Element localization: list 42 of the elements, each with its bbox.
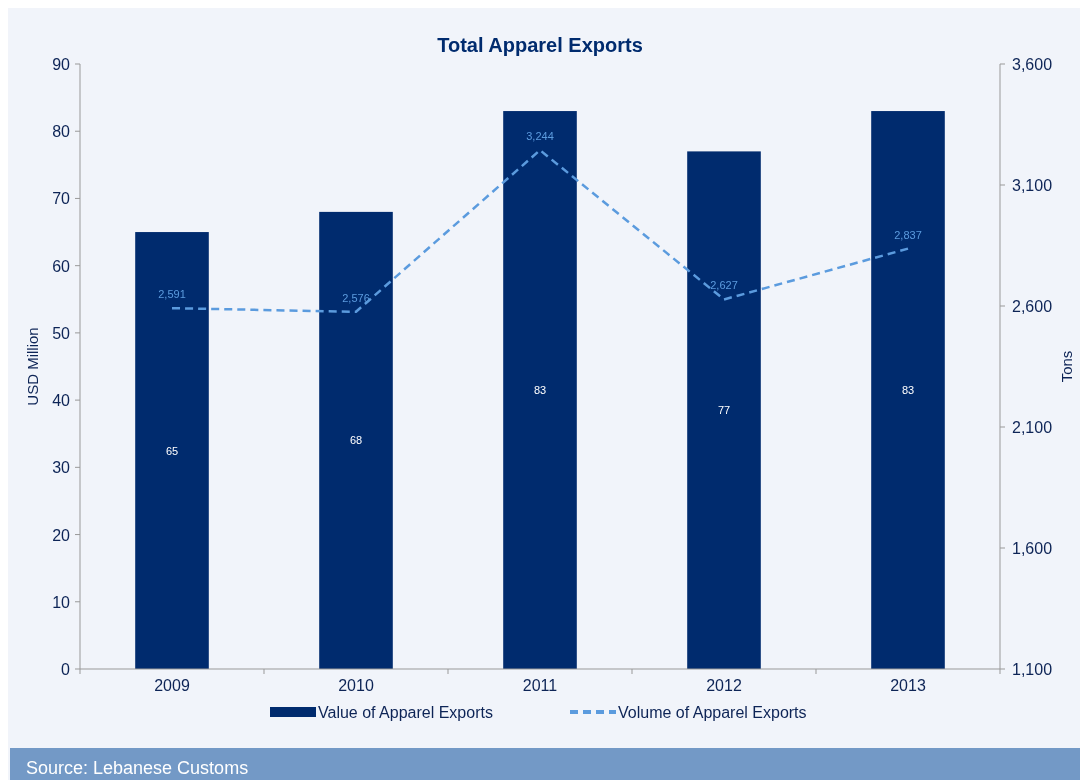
x-tick-label: 2012 <box>706 677 742 694</box>
bar <box>503 111 577 669</box>
y-tick-label: 20 <box>52 526 71 544</box>
y-axis-title: USD Million <box>24 327 41 406</box>
data-label: 83 <box>901 384 915 397</box>
x-tick-label: 2011 <box>522 677 558 694</box>
bar <box>135 232 209 669</box>
source-note: Source: Lebanese Customs <box>26 758 249 778</box>
y-tick-label: 70 <box>52 190 71 208</box>
y2-axis-title: Tons <box>1058 350 1075 383</box>
x-tick-label: 2009 <box>154 677 190 694</box>
y2-tick-label: 2,100 <box>1012 419 1053 436</box>
y2-tick-label: 3,600 <box>1012 56 1053 73</box>
y-tick-label: 60 <box>52 257 71 275</box>
data-label: 3,244 <box>526 130 554 143</box>
legend-label: Value of Apparel Exports <box>318 704 493 721</box>
data-label: 2,591 <box>158 288 186 301</box>
bar <box>319 211 393 669</box>
y-tick-label: 50 <box>52 324 71 342</box>
y-tick-label: 80 <box>52 123 71 141</box>
x-tick-label: 2013 <box>890 677 926 694</box>
data-label: 83 <box>533 384 547 397</box>
y-tick-label: 30 <box>52 459 71 477</box>
bar <box>871 111 945 669</box>
data-label: 77 <box>717 404 731 417</box>
legend-label: Volume of Apparel Exports <box>618 704 807 721</box>
x-tick-label: 2010 <box>338 677 374 694</box>
y2-tick-label: 3,100 <box>1012 177 1053 194</box>
bar <box>687 151 761 669</box>
y2-tick-label: 2,600 <box>1012 298 1053 315</box>
data-label: 65 <box>165 444 179 457</box>
y2-tick-label: 1,100 <box>1012 661 1053 678</box>
data-label: 2,576 <box>342 291 370 304</box>
data-label: 68 <box>349 434 363 447</box>
y2-tick-label: 1,600 <box>1012 540 1053 557</box>
y-tick-label: 0 <box>61 661 71 678</box>
y-tick-label: 90 <box>52 56 71 73</box>
chart-title: Total Apparel Exports <box>437 34 643 56</box>
data-label: 2,627 <box>710 279 738 292</box>
data-label: 2,837 <box>894 228 922 241</box>
y-tick-label: 10 <box>52 593 71 611</box>
y-tick-label: 40 <box>52 392 71 410</box>
